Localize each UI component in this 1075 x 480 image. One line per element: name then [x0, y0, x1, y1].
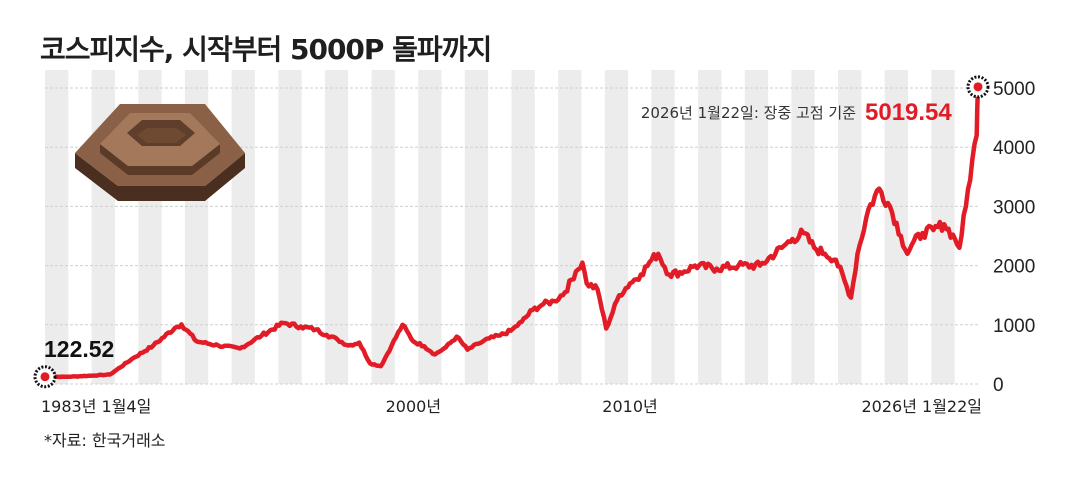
background-stripe: [464, 70, 489, 384]
y-tick-label: 5000: [993, 79, 1035, 100]
kospi-chart: 0 1000 2000 3000 4000 5000 1983년 1월4일 2000년 201…: [33, 70, 1035, 416]
end-annotation-text: 2026년 1월22일: 장중 고점 기준: [641, 104, 856, 122]
x-tick-label: 2000년: [386, 397, 441, 416]
background-stripe: [278, 70, 302, 384]
background-stripe: [698, 70, 722, 384]
background-stripe: [418, 70, 442, 384]
y-tick-label: 4000: [993, 138, 1035, 159]
start-point-marker: [33, 365, 57, 389]
end-point-marker: [966, 75, 990, 99]
end-annotation-value: 5019.54: [865, 99, 952, 126]
background-stripe: [371, 70, 395, 384]
x-tick-label: 2026년 1월22일: [861, 397, 982, 416]
background-stripe: [45, 70, 69, 384]
x-tick-label: 1983년 1월4일: [41, 397, 151, 416]
background-stripe: [324, 70, 349, 384]
background-stripe: [791, 70, 815, 384]
background-stripe: [651, 70, 675, 384]
coin-stack-illustration: [75, 104, 245, 201]
background-stripe: [604, 70, 629, 384]
x-axis-ticks: 1983년 1월4일 2000년 2010년 2026년 1월22일: [41, 397, 982, 416]
source-note: *자료: 한국거래소: [44, 431, 166, 450]
y-tick-label: 2000: [993, 257, 1035, 278]
y-axis-ticks: 0 1000 2000 3000 4000 5000: [993, 79, 1035, 396]
background-stripe: [511, 70, 535, 384]
background-stripe: [744, 70, 769, 384]
y-tick-label: 1000: [993, 316, 1035, 337]
background-stripe: [558, 70, 582, 384]
kospi-series-line: [42, 84, 981, 380]
marker-dot: [973, 82, 983, 92]
background-stripe: [231, 70, 255, 384]
marker-dot: [40, 372, 50, 382]
y-tick-label: 0: [993, 375, 1004, 396]
x-tick-label: 2010년: [602, 397, 657, 416]
coin-middle-side: [100, 144, 220, 175]
start-value-label: 122.52: [44, 336, 114, 362]
coin-hole-floor: [137, 128, 186, 143]
coin-base-side: [75, 153, 245, 201]
y-tick-label: 3000: [993, 197, 1035, 218]
chart-title: 코스피지수, 시작부터 5000P 돌파까지: [40, 33, 492, 66]
gridlines: [45, 87, 978, 385]
background-stripe: [838, 70, 862, 384]
